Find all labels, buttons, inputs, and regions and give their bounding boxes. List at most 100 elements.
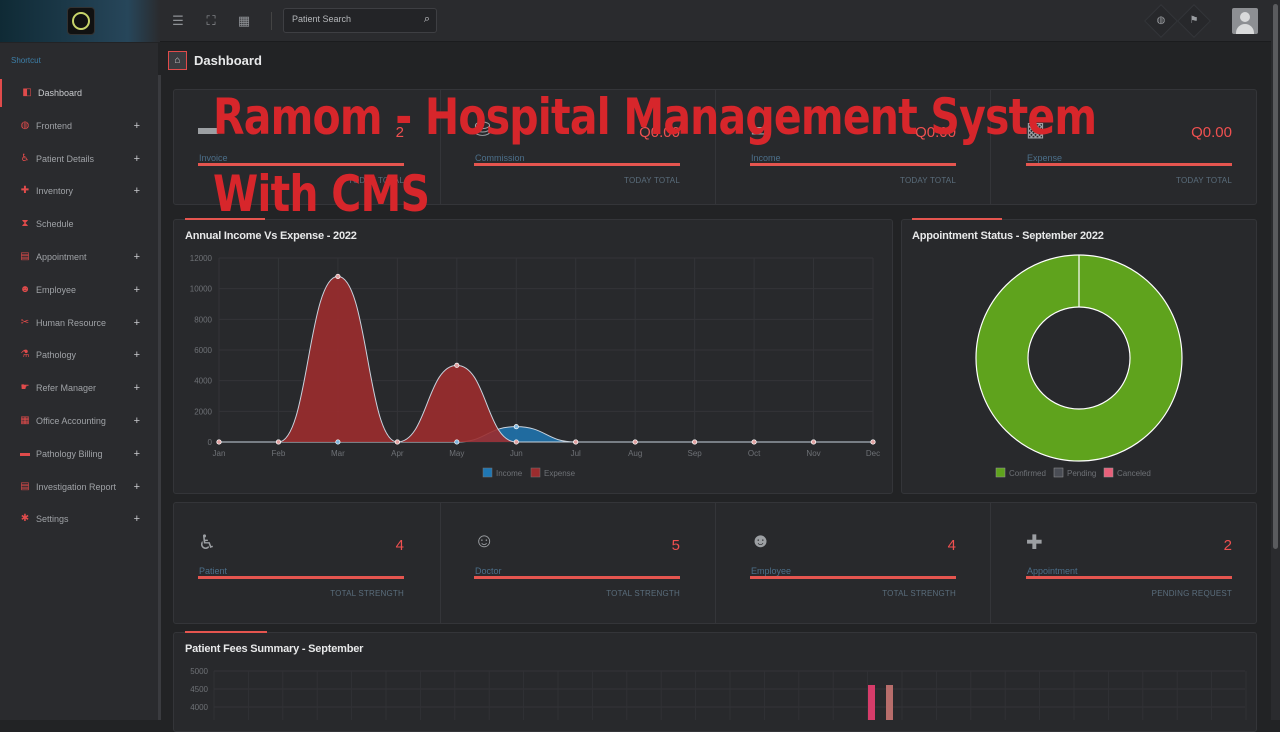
stat-card-patient: ♿ 4 Patient TOTAL STRENGTH [198,530,404,630]
data-point[interactable] [394,439,400,445]
data-point[interactable] [275,439,282,445]
sidebar-item-label: Inventory [36,186,74,197]
language-button[interactable]: ◍ [1144,4,1178,38]
data-point[interactable] [573,439,579,445]
sidebar-item-office-accounting[interactable]: ▦ Office Accounting + [0,407,158,435]
page-title: Dashboard [194,52,262,68]
expand-plus-icon[interactable]: + [133,513,140,526]
expand-plus-icon[interactable]: + [133,152,140,165]
users-icon: ☻ [750,530,772,552]
legend-swatch [530,467,541,478]
gears-icon: ✱ [20,513,30,525]
search-input[interactable] [292,14,412,24]
data-point[interactable] [216,439,222,445]
patient-search[interactable]: ⌕ [283,8,437,33]
stat-divider [715,503,716,623]
stat-label: Income [751,153,781,163]
stat-progress-bar [474,163,680,166]
stat-card-expense: ▩ Q0.00 Expense TODAY TOTAL [1026,117,1232,217]
data-point[interactable] [870,439,876,445]
apps-grid-icon[interactable]: ▦ [237,13,251,28]
user-avatar[interactable] [1232,8,1258,34]
sidebar-item-pathology-billing[interactable]: ▬ Pathology Billing + [0,440,158,468]
data-point[interactable] [751,439,757,445]
panel-accent [185,631,267,633]
stat-progress-bar [198,163,404,166]
wheelchair-icon: ♿ [198,532,216,554]
expand-plus-icon[interactable]: + [133,185,140,198]
y-tick-label: 12000 [190,254,213,263]
legend-swatch [482,467,493,478]
stat-value: Q0.00 [1191,124,1232,141]
sidebar-item-settings[interactable]: ✱ Settings + [0,505,158,533]
expand-plus-icon[interactable]: + [133,382,140,395]
expand-plus-icon[interactable]: + [133,349,140,362]
panel-accent [912,218,1002,220]
strength-stats-panel [173,502,1257,624]
overlay-title-line-1: Ramom - Hospital Management System [213,88,1097,146]
legend-label: Pending [1067,469,1096,478]
expand-plus-icon[interactable]: + [133,251,140,263]
stat-footer: TOTAL STRENGTH [882,589,956,598]
x-tick-label: Oct [748,449,761,458]
sidebar-item-inventory[interactable]: ✚ Inventory + [0,177,158,205]
sidebar-item-dashboard[interactable]: ◧ Dashboard [0,79,158,107]
search-icon[interactable]: ⌕ [423,13,430,25]
stat-card-employee: ☻ 4 Employee TOTAL STRENGTH [750,530,956,630]
stat-progress-bar [474,576,680,579]
stat-value: 4 [947,537,956,554]
expand-plus-icon[interactable]: + [133,415,140,427]
data-point[interactable] [513,424,519,430]
income-expense-title: Annual Income Vs Expense - 2022 [185,230,357,242]
data-point[interactable] [335,273,341,279]
data-point[interactable] [513,439,519,445]
bar-mark[interactable] [886,685,893,720]
top-bar: ☰ ⛶ ▦ ⌕ ◍ ⚑ [0,0,1280,42]
expand-plus-icon[interactable]: + [133,119,140,132]
expand-plus-icon[interactable]: + [133,480,140,493]
page-scrollbar-thumb[interactable] [1273,4,1278,549]
sidebar-item-label: Settings [36,514,69,525]
stat-progress-bar [1026,576,1232,579]
sidebar-item-patient-details[interactable]: ♿ Patient Details + [0,145,158,173]
data-point[interactable] [335,439,341,445]
notifications-button[interactable]: ⚑ [1177,4,1211,38]
sidebar-item-pathology[interactable]: ⚗ Pathology + [0,341,158,369]
stat-card-commission: ⛁ Q0.00 Commission TODAY TOTAL [474,117,680,217]
x-tick-label: Apr [391,449,404,458]
page-scrollbar[interactable] [1271,0,1280,720]
globe-icon: ◍ [1156,15,1166,26]
y-tick-label: 8000 [194,315,212,324]
fullscreen-icon[interactable]: ⛶ [206,13,216,28]
data-point[interactable] [692,439,698,445]
sidebar-item-appointment[interactable]: ▤ Appointment + [0,243,158,271]
home-icon[interactable]: ⌂ [168,50,187,70]
sidebar-scrollbar[interactable] [158,75,161,720]
sidebar-item-label: Frontend [36,120,73,131]
bar-mark[interactable] [868,685,875,720]
stat-divider [990,90,991,204]
pills-icon: ✚ [20,185,30,197]
sidebar-item-schedule[interactable]: ⧗ Schedule [0,210,158,238]
legend-swatch [1053,467,1064,478]
expand-plus-icon[interactable]: + [133,447,140,460]
legend-label: Confirmed [1009,469,1046,478]
sidebar-item-refer-manager[interactable]: ☛ Refer Manager + [0,374,158,402]
stat-value: 4 [395,537,404,554]
x-tick-label: Jul [571,449,581,458]
expand-plus-icon[interactable]: + [133,283,140,296]
y-tick-label: 5000 [190,667,208,676]
app-logo[interactable] [67,7,95,35]
data-point[interactable] [632,439,638,445]
clipboard-icon: ▤ [20,251,30,262]
sidebar-item-human-resource[interactable]: ✂ Human Resource + [0,309,158,337]
menu-toggle-icon[interactable]: ☰ [172,13,184,28]
stat-card-doctor: ☺ 5 Doctor TOTAL STRENGTH [474,530,680,630]
data-point[interactable] [454,362,460,368]
sidebar-item-frontend[interactable]: ◍ Frontend + [0,112,158,140]
data-point[interactable] [454,439,460,445]
sidebar-item-employee[interactable]: ☻ Employee + [0,276,158,304]
expand-plus-icon[interactable]: + [133,316,140,329]
sidebar-item-investigation-report[interactable]: ▤ Investigation Report + [0,473,158,501]
data-point[interactable] [810,439,817,445]
